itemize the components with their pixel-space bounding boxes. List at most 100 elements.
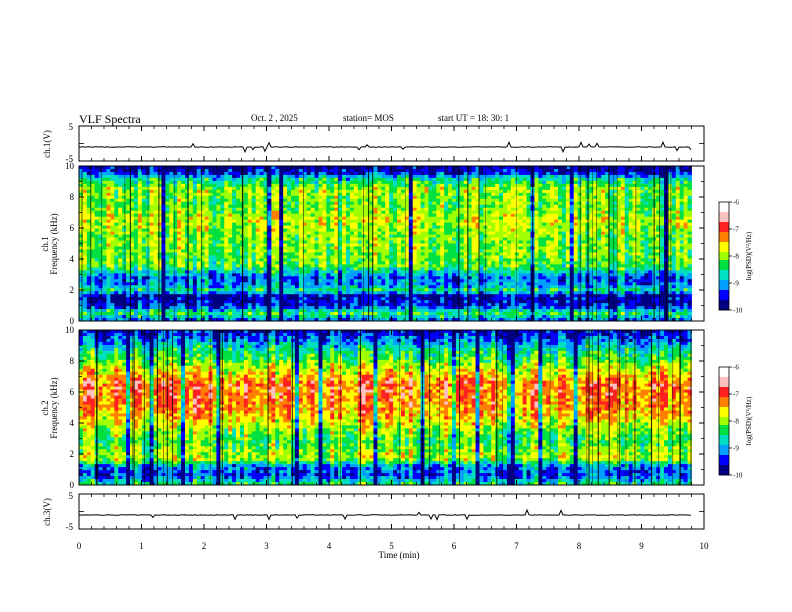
ch1-spectrogram-cell xyxy=(263,225,268,229)
ch1-spectrogram-cell xyxy=(338,168,343,173)
ch1-spectrogram-cell xyxy=(353,288,359,292)
ch1-spectrogram-cell xyxy=(436,312,441,316)
ch1-spectrogram-cell xyxy=(149,255,154,259)
ch1-spectrogram-cell xyxy=(345,300,351,304)
ch1-spectrogram-cell xyxy=(208,267,213,271)
ch1-spectrogram-cell xyxy=(345,213,351,218)
ch1-spectrogram-cell xyxy=(298,180,304,185)
ch1-spectrogram-cell xyxy=(283,318,288,322)
ch1-spectrogram-cell xyxy=(287,282,292,286)
ch1-spectrogram-cell xyxy=(353,171,359,176)
ch1-spectrogram-cell xyxy=(232,174,237,179)
ch1-spectrogram-cell xyxy=(157,166,162,170)
ch1-spectrogram-cell xyxy=(279,207,284,212)
ch1-spectrogram-cell xyxy=(130,240,135,244)
ch1-spectrogram-cell xyxy=(110,309,115,313)
ch1-spectrogram-cell xyxy=(338,177,343,182)
ch1-spectrogram-cell xyxy=(196,258,202,262)
ch1-spectrogram-cell xyxy=(185,255,190,259)
ch1-spectrogram-cell xyxy=(294,237,300,241)
ch1-spectrogram-cell xyxy=(279,198,284,203)
ch1-spectrogram-cell xyxy=(294,207,300,212)
ch1-spectrogram-cell xyxy=(157,192,162,197)
ch1-spectrogram-cell xyxy=(310,291,315,295)
ch1-spectrogram-cell xyxy=(432,312,437,316)
ch1-spectrogram-cell xyxy=(408,174,414,179)
ch1-spectrogram-cell xyxy=(275,267,280,271)
ch1-spectrogram-cell xyxy=(400,189,406,194)
ch1-spectrogram-cell xyxy=(133,234,139,238)
ch1-spectrogram-cell xyxy=(408,201,414,206)
ch1-spectrogram-cell xyxy=(440,276,445,280)
ch1-spectrogram-cell xyxy=(137,195,143,200)
ch1-spectrogram-cell xyxy=(310,228,315,232)
ch1-spectrogram-cell xyxy=(389,267,394,271)
ch1-spectrogram-cell xyxy=(400,318,406,322)
ch1-spectrogram-cell xyxy=(192,225,198,229)
ch1-spectrogram-cell xyxy=(251,219,257,224)
ch1-spectrogram-cell xyxy=(283,189,288,194)
ch1-spectrogram-cell xyxy=(302,309,308,313)
ch1-spectrogram-cell xyxy=(397,207,402,212)
ch1-spectrogram-cell xyxy=(224,264,229,268)
ch1-spectrogram-cell xyxy=(157,297,162,301)
ch1-spectrogram-cell xyxy=(408,276,414,280)
ch1-spectrogram-cell xyxy=(196,168,202,173)
ch1-spectrogram-cell xyxy=(310,288,315,292)
ch1-spectrogram-cell xyxy=(287,318,292,322)
ch1-spectrogram-cell xyxy=(342,216,347,221)
ch1-spectrogram-cell xyxy=(141,183,147,188)
ch1-spectrogram-cell xyxy=(436,213,441,218)
ch1-spectrogram-cell xyxy=(428,166,433,170)
ch1-spectrogram-cell xyxy=(357,210,363,215)
ch1-spectrogram-cell xyxy=(106,267,111,271)
ch1-spectrogram-cell xyxy=(196,264,202,268)
ch1-spectrogram-cell xyxy=(118,306,123,310)
ch1-spectrogram-cell xyxy=(283,279,288,283)
ch1-spectrogram-cell xyxy=(298,291,304,295)
ch1-spectrogram-cell xyxy=(338,309,343,313)
ch1-spectrogram-cell xyxy=(141,288,147,292)
ch1-spectrogram-cell xyxy=(224,294,229,298)
ch1-spectrogram-cell xyxy=(389,255,394,259)
ch1-spectrogram-cell xyxy=(330,216,335,221)
ch1-spectrogram-cell xyxy=(334,216,339,221)
ch1-spectrogram-cell xyxy=(200,243,206,247)
ch1-spectrogram-cell xyxy=(118,166,123,170)
ch1-spectrogram-cell xyxy=(251,309,257,313)
ch1-spectrogram-cell xyxy=(259,207,264,212)
ch1-spectrogram-cell xyxy=(389,303,394,307)
ch1-spectrogram-cell xyxy=(357,231,363,235)
ch1-spectrogram-cell xyxy=(318,303,323,307)
ch1-spectrogram-cell xyxy=(314,210,319,215)
ch1-spectrogram-cell xyxy=(169,231,174,235)
ch1-spectrogram-cell xyxy=(306,183,312,188)
ch1-spectrogram-cell xyxy=(436,168,441,173)
ch1-spectrogram-cell xyxy=(404,249,410,253)
ch1-spectrogram-cell xyxy=(130,258,135,262)
ch1-spectrogram-cell xyxy=(424,249,429,253)
ch1-spectrogram-cell xyxy=(353,177,359,182)
ch1-spectrogram-cell xyxy=(169,216,174,221)
ch1-spectrogram-cell xyxy=(224,195,229,200)
ch1-spectrogram-cell xyxy=(424,246,429,250)
ch1-spectrogram-cell xyxy=(82,168,88,173)
ch1-spectrogram-cell xyxy=(397,219,402,224)
ch1-spectrogram-cell xyxy=(345,186,351,191)
ch1-spectrogram-cell xyxy=(298,249,304,253)
ch1-spectrogram-cell xyxy=(94,306,100,310)
ch1-spectrogram-cell xyxy=(126,276,131,280)
ch1-spectrogram-cell xyxy=(408,297,414,301)
ch1-spectrogram-cell xyxy=(208,282,213,286)
ch1-spectrogram-cell xyxy=(200,291,206,295)
ch1-spectrogram-cell xyxy=(291,216,296,221)
ch1-spectrogram-cell xyxy=(130,252,135,256)
ch1-spectrogram-cell xyxy=(408,240,414,244)
ch1-spectrogram-cell xyxy=(247,273,253,277)
ch1-spectrogram-cell xyxy=(102,291,107,295)
ch1-spectrogram-cell xyxy=(224,183,229,188)
ch1-spectrogram-cell xyxy=(373,258,378,262)
ch1-spectrogram-cell xyxy=(208,315,213,319)
ch1-spectrogram-cell xyxy=(283,231,288,235)
ch1-spectrogram-cell xyxy=(79,216,84,221)
